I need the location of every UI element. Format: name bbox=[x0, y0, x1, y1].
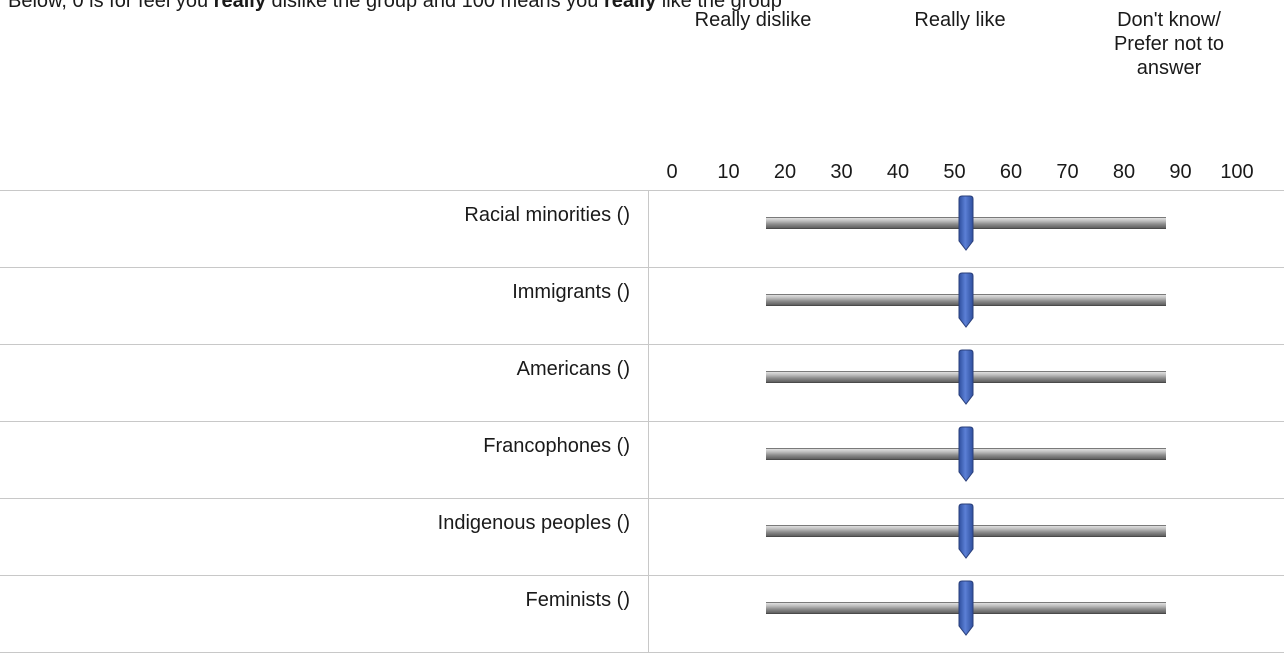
scale-tick-20: 20 bbox=[773, 161, 797, 183]
anchor-dont-know: Don't know/ Prefer not to answer bbox=[1084, 8, 1254, 80]
slider-rows: Racial minorities () Immigrants () America… bbox=[0, 190, 1284, 653]
slider-handle[interactable] bbox=[956, 195, 976, 251]
slider-row: Racial minorities () bbox=[0, 190, 1284, 268]
scale-tick-50: 50 bbox=[943, 161, 966, 183]
scale-tick-70: 70 bbox=[1056, 161, 1079, 183]
scale-tick-60: 60 bbox=[999, 161, 1023, 183]
slider-handle[interactable] bbox=[956, 426, 976, 482]
column-divider bbox=[648, 499, 649, 575]
anchor-dont-know-line-2: Prefer not to bbox=[1113, 33, 1225, 55]
question-suffix: like the group bbox=[656, 0, 782, 12]
scale-tick-40: 40 bbox=[886, 161, 910, 183]
question-emphasis-1: really bbox=[213, 0, 266, 12]
anchor-dont-know-line-1: Don't know/ bbox=[1117, 9, 1221, 31]
slider-row-label: Feminists () bbox=[525, 589, 630, 611]
question-prefix: Below, 0 is for feel you bbox=[8, 0, 214, 12]
slider-row-label: Americans () bbox=[516, 358, 630, 380]
column-divider bbox=[648, 345, 649, 421]
slider-handle[interactable] bbox=[956, 272, 976, 328]
column-divider bbox=[648, 191, 649, 267]
anchor-dont-know-line-3: answer bbox=[1136, 57, 1202, 79]
column-divider bbox=[648, 268, 649, 344]
slider-row: Francophones () bbox=[0, 422, 1284, 499]
question-mid: dislike the group and 100 means you bbox=[265, 0, 604, 12]
anchor-really-like: Really like bbox=[914, 9, 1006, 31]
question-text: Below, 0 is for feel you really dislike … bbox=[8, 0, 782, 12]
anchor-really-dislike: Really dislike bbox=[694, 9, 812, 31]
slider-handle[interactable] bbox=[956, 580, 976, 636]
slider-row-label: Racial minorities () bbox=[464, 204, 630, 226]
column-divider bbox=[648, 422, 649, 498]
scale-tick-90: 90 bbox=[1169, 161, 1192, 183]
scale-tick-10: 10 bbox=[717, 161, 740, 183]
scale-tick-30: 30 bbox=[830, 161, 853, 183]
slider-row: Americans () bbox=[0, 345, 1284, 422]
slider-row-label: Indigenous peoples () bbox=[437, 512, 630, 534]
scale-tick-80: 80 bbox=[1112, 161, 1136, 183]
slider-handle[interactable] bbox=[956, 503, 976, 559]
scale-tick-0: 0 bbox=[666, 161, 678, 183]
column-divider bbox=[648, 576, 649, 652]
slider-row-label: Immigrants () bbox=[512, 281, 630, 303]
slider-row-label: Francophones () bbox=[483, 435, 630, 457]
slider-row: Feminists () bbox=[0, 576, 1284, 653]
scale-tick-100: 100 bbox=[1220, 161, 1254, 183]
slider-row: Indigenous peoples () bbox=[0, 499, 1284, 576]
slider-row: Immigrants () bbox=[0, 268, 1284, 345]
question-emphasis-2: really bbox=[603, 0, 657, 12]
slider-handle[interactable] bbox=[956, 349, 976, 405]
